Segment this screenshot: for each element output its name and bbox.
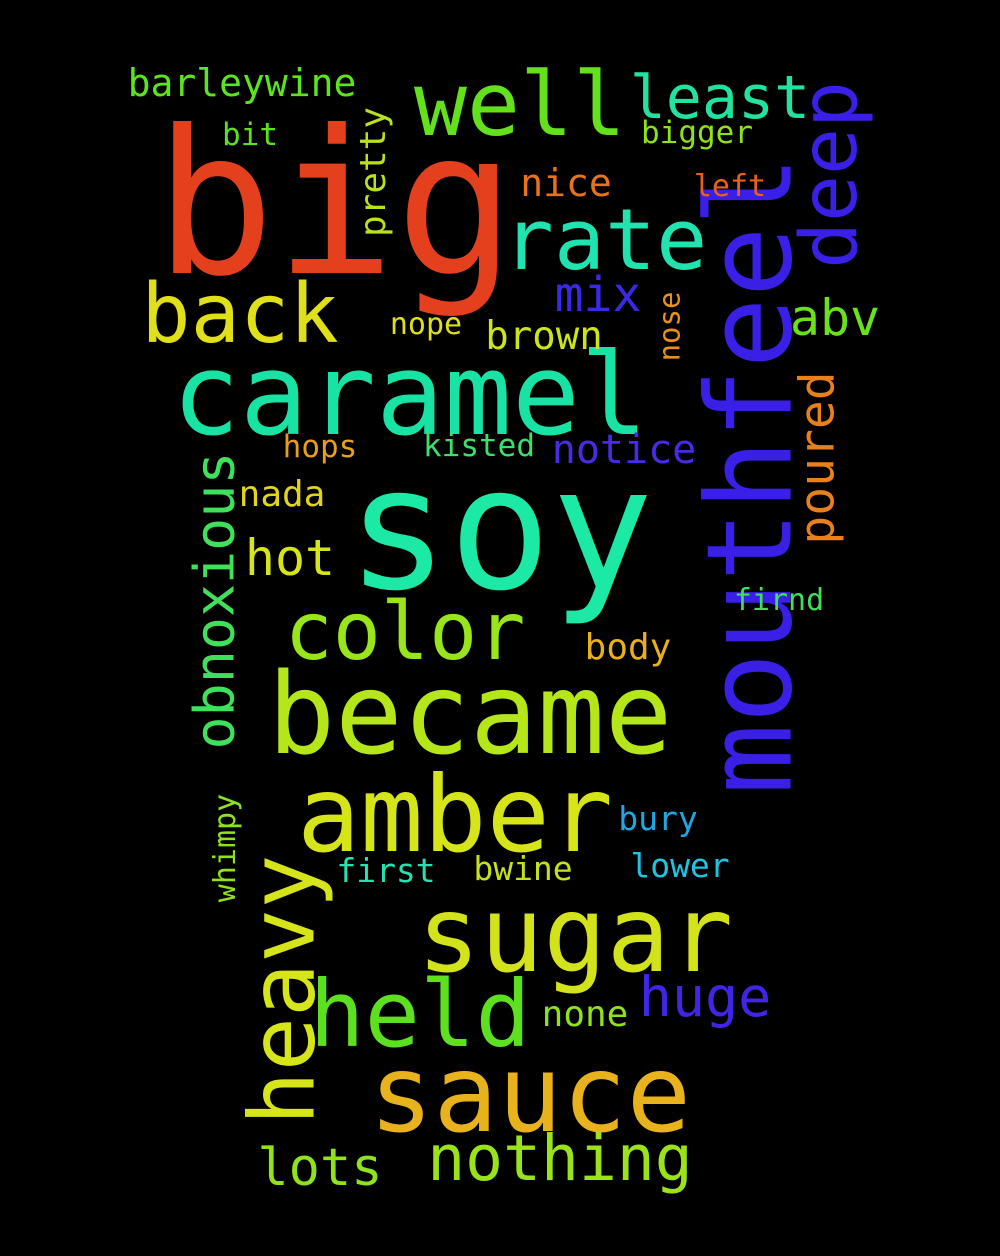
word-became: became [267, 650, 673, 780]
word-sauce: sauce [368, 1032, 692, 1157]
word-left: left [693, 169, 767, 204]
word-body: body [584, 627, 672, 668]
word-huge: huge [638, 964, 772, 1029]
word-notice: notice [551, 427, 697, 473]
word-pretty: pretty [352, 106, 394, 238]
word-nada: nada [238, 474, 326, 515]
word-barleywine: barleywine [127, 61, 357, 105]
word-none: none [541, 994, 629, 1035]
word-brown: brown [485, 313, 603, 359]
word-bwine: bwine [473, 848, 573, 888]
word-abv: abv [789, 289, 881, 347]
word-hot: hot [244, 529, 336, 587]
word-nothing: nothing [427, 1121, 693, 1195]
word-bit: bit [222, 116, 278, 153]
word-caramel: caramel [171, 328, 649, 461]
word-heavy: heavy [230, 854, 335, 1126]
word-nose: nose [652, 291, 687, 361]
word-obnoxious: obnoxious [182, 450, 247, 750]
word-color: color [284, 585, 526, 678]
word-bury: bury [618, 798, 698, 838]
word-least: least [629, 63, 811, 133]
word-nope: nope [389, 307, 463, 342]
word-amber: amber [296, 753, 614, 876]
word-soy: soy [346, 431, 654, 629]
word-back: back [141, 267, 339, 362]
word-mix: mix [554, 267, 642, 323]
word-whimpy: whimpy [208, 793, 243, 903]
word-firnd: firnd [733, 583, 825, 618]
word-lots: lots [257, 1138, 383, 1198]
word-held: held [309, 961, 531, 1068]
word-poured: poured [789, 371, 846, 545]
word-lower: lower [630, 845, 730, 885]
word-rate: rate [502, 190, 708, 290]
word-well: well [414, 53, 626, 156]
word-hops: hops [282, 428, 358, 465]
word-kisted: kisted [423, 427, 535, 464]
word-first: first [336, 850, 436, 890]
word-sugar: sugar [416, 873, 734, 996]
word-nice: nice [520, 161, 612, 205]
word-big: big [154, 88, 516, 321]
word-bigger: bigger [641, 114, 753, 151]
